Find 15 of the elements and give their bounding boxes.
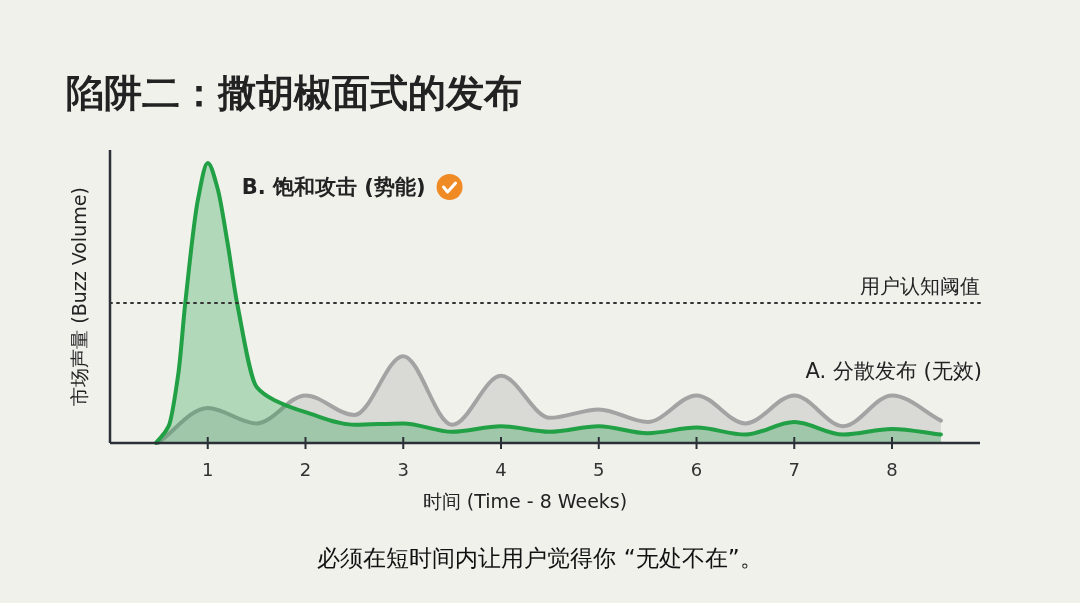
y-axis-title: 市场声量 (Buzz Volume) <box>68 187 90 406</box>
x-tick-label: 6 <box>690 459 703 480</box>
x-tick-label: 1 <box>202 459 214 480</box>
x-axis-title: 时间 (Time - 8 Weeks) <box>422 490 628 512</box>
series-label: B. 饱和攻击 (势能) <box>241 175 426 199</box>
x-tick-label: 4 <box>495 459 507 480</box>
x-tick-label: 2 <box>299 459 312 480</box>
x-tick-label: 5 <box>593 459 605 480</box>
series-label: A. 分散发布 (无效) <box>805 359 982 383</box>
ref-line-label: 用户认知阈值 <box>860 274 980 298</box>
x-tick-label: 3 <box>397 459 409 480</box>
chart-title: 陷阱二：撒胡椒面式的发布 <box>66 71 522 115</box>
text: 必须在短时间内让用户觉得你 “无处不在”。 <box>317 545 763 571</box>
x-tick-label: 7 <box>788 459 800 480</box>
x-tick-label: 8 <box>886 459 898 480</box>
